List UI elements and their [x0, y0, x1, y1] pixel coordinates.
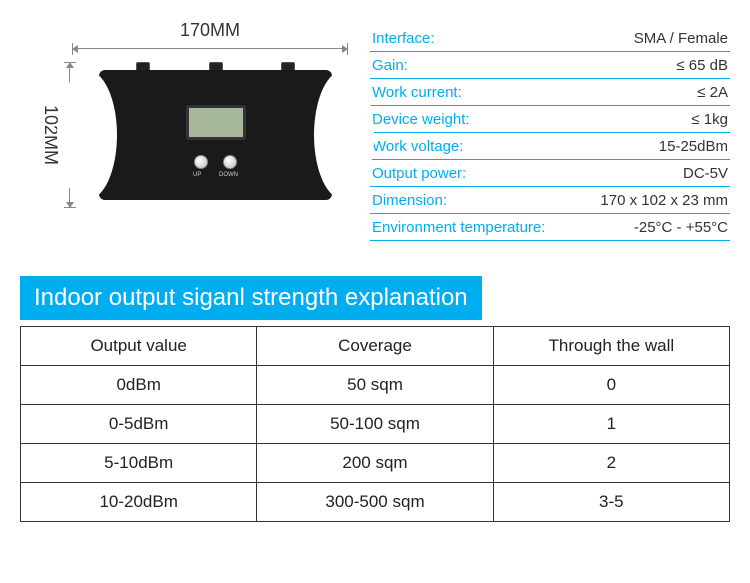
spec-row: Environment temperature: -25°C - +55°C: [370, 214, 730, 241]
table-cell: 5-10dBm: [21, 444, 257, 483]
table-cell: 1: [493, 405, 729, 444]
spec-row: Gain: ≤ 65 dB: [370, 52, 730, 79]
table-header: Coverage: [257, 327, 493, 366]
spec-value: 170 x 102 x 23 mm: [600, 192, 728, 209]
table-cell: 50 sqm: [257, 366, 493, 405]
table-cell: 10-20dBm: [21, 483, 257, 522]
spec-value: ≤ 2A: [697, 84, 728, 101]
spec-value: 15-25dBm: [659, 138, 728, 155]
device-illustration: UP DOWN: [81, 60, 350, 210]
table-cell: 50-100 sqm: [257, 405, 493, 444]
down-button-icon: [223, 155, 237, 169]
spec-row: Work current: ≤ 2A: [370, 79, 730, 106]
spec-value: -25°C - +55°C: [634, 219, 728, 236]
up-button-icon: [194, 155, 208, 169]
table-row: 5-10dBm200 sqm2: [21, 444, 730, 483]
spec-label: Dimension:: [372, 192, 447, 209]
spec-label: Gain:: [372, 57, 408, 74]
table-cell: 200 sqm: [257, 444, 493, 483]
table-cell: 3-5: [493, 483, 729, 522]
up-button-label: UP: [193, 172, 201, 178]
spec-label: Device weight:: [372, 111, 470, 128]
table-row: 0-5dBm50-100 sqm1: [21, 405, 730, 444]
width-dimension-arrow: [70, 43, 350, 55]
down-button-label: DOWN: [219, 172, 238, 178]
spec-value: ≤ 1kg: [691, 111, 728, 128]
device-width-label: 170MM: [70, 20, 350, 41]
lcd-screen-icon: [186, 105, 246, 140]
spec-row: Output power: DC-5V: [370, 160, 730, 187]
spec-label: Environment temperature:: [372, 219, 545, 236]
table-cell: 0dBm: [21, 366, 257, 405]
spec-row: Dimension: 170 x 102 x 23 mm: [370, 187, 730, 214]
table-cell: 300-500 sqm: [257, 483, 493, 522]
spec-label: Output power:: [372, 165, 466, 182]
table-row: 10-20dBm300-500 sqm3-5: [21, 483, 730, 522]
spec-label: Work current:: [372, 84, 462, 101]
table-cell: 0: [493, 366, 729, 405]
spec-label: Work voltage:: [372, 138, 463, 155]
spec-row: Device weight: ≤ 1kg: [370, 106, 730, 133]
spec-value: ≤ 65 dB: [676, 57, 728, 74]
table-header: Through the wall: [493, 327, 729, 366]
spec-row: Interface: SMA / Female: [370, 25, 730, 52]
table-row: 0dBm50 sqm0: [21, 366, 730, 405]
spec-row: Work voltage: 15-25dBm: [370, 133, 730, 160]
table-cell: 2: [493, 444, 729, 483]
signal-table: Output valueCoverageThrough the wall 0dB…: [20, 326, 730, 522]
section-banner: Indoor output siganl strength explanatio…: [20, 276, 482, 320]
spec-value: SMA / Female: [634, 30, 728, 47]
spec-label: Interface:: [372, 30, 435, 47]
specs-list: Interface: SMA / Female Gain: ≤ 65 dB Work c…: [370, 20, 730, 241]
table-cell: 0-5dBm: [21, 405, 257, 444]
device-diagram: 170MM 102MM: [40, 20, 350, 241]
table-header: Output value: [21, 327, 257, 366]
spec-value: DC-5V: [683, 165, 728, 182]
